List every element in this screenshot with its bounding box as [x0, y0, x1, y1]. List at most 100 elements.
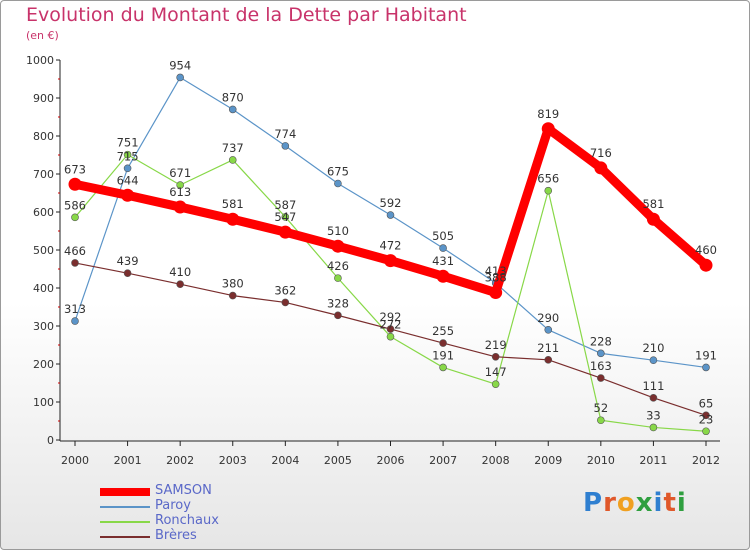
data-point-br-res — [123, 269, 132, 277]
data-point-ronchaux — [649, 423, 658, 432]
data-point-paroy — [439, 244, 447, 252]
data-point-samson — [278, 225, 292, 239]
data-point-paroy — [176, 73, 184, 82]
data-label-br-res: 219 — [485, 338, 507, 352]
data-label-samson: 673 — [64, 162, 86, 176]
data-label-ronchaux: 751 — [117, 136, 139, 150]
data-point-samson — [173, 200, 187, 214]
logo-letter: t — [663, 488, 677, 518]
data-label-paroy: 191 — [695, 348, 717, 362]
data-point-br-res — [386, 325, 395, 333]
data-label-samson: 819 — [537, 107, 559, 121]
legend-swatch-ronchaux — [100, 521, 150, 523]
data-label-samson: 431 — [432, 254, 454, 268]
data-label-paroy: 774 — [274, 127, 296, 141]
proxiti-logo: Proxiti — [583, 488, 687, 518]
data-point-samson — [121, 188, 135, 202]
logo-letter: P — [583, 488, 604, 518]
data-label-samson: 472 — [380, 239, 402, 253]
data-label-ronchaux: 147 — [485, 365, 507, 379]
data-point-br-res — [702, 411, 710, 420]
data-label-samson: 547 — [274, 210, 296, 224]
data-point-paroy — [123, 164, 132, 173]
data-point-ronchaux — [386, 332, 395, 341]
data-label-samson: 716 — [590, 146, 612, 160]
data-label-br-res: 111 — [642, 379, 664, 393]
data-point-samson — [489, 286, 503, 300]
data-point-ronchaux — [544, 186, 553, 195]
data-label-ronchaux: 426 — [327, 259, 349, 273]
data-point-ronchaux — [702, 427, 710, 436]
data-label-samson: 460 — [695, 243, 717, 257]
data-point-br-res — [649, 394, 658, 402]
y-tick-label: 800 — [33, 130, 54, 143]
data-label-br-res: 466 — [64, 244, 86, 258]
data-point-ronchaux — [123, 150, 132, 159]
data-label-samson: 581 — [642, 197, 664, 211]
data-point-samson — [68, 177, 82, 191]
logo-letter: i — [653, 488, 664, 518]
chart-title: Evolution du Montant de la Dette par Hab… — [26, 4, 467, 26]
data-label-paroy: 592 — [380, 196, 402, 210]
data-label-paroy: 413 — [485, 264, 507, 278]
data-point-ronchaux — [281, 213, 290, 221]
x-tick-label: 2010 — [587, 454, 615, 467]
data-point-br-res — [281, 298, 290, 307]
data-point-paroy — [544, 325, 553, 334]
data-label-ronchaux: 671 — [169, 166, 191, 180]
data-label-br-res: 410 — [169, 265, 191, 279]
data-label-paroy: 505 — [432, 229, 454, 243]
x-tick-label: 2003 — [219, 454, 247, 467]
logo-letter: o — [616, 488, 636, 518]
data-label-br-res: 163 — [590, 359, 612, 373]
data-label-br-res: 211 — [537, 341, 559, 355]
logo-letter: i — [676, 488, 687, 518]
data-label-paroy: 675 — [327, 165, 349, 179]
data-label-paroy: 228 — [590, 334, 612, 348]
data-label-ronchaux: 23 — [699, 412, 714, 426]
data-label-ronchaux: 33 — [646, 408, 661, 422]
x-tick-label: 2011 — [639, 454, 667, 467]
data-point-br-res — [597, 374, 605, 382]
data-label-br-res: 65 — [699, 396, 714, 410]
data-label-samson: 510 — [327, 224, 349, 238]
data-point-samson — [594, 161, 608, 175]
x-tick-label: 2006 — [377, 454, 405, 467]
y-tick-label: 600 — [33, 206, 54, 219]
data-label-br-res: 255 — [432, 324, 454, 338]
legend-swatch-br-res — [100, 536, 150, 538]
data-label-samson: 613 — [169, 185, 191, 199]
legend-swatch-paroy — [100, 506, 150, 508]
x-tick-label: 2008 — [482, 454, 510, 467]
logo-letter: x — [635, 488, 654, 518]
x-tick-label: 2004 — [271, 454, 299, 467]
y-tick-label: 1000 — [26, 54, 54, 67]
y-tick-label: 300 — [33, 320, 54, 333]
data-point-ronchaux — [597, 416, 605, 425]
data-label-paroy: 290 — [537, 311, 559, 325]
x-tick-label: 2007 — [429, 454, 457, 467]
data-point-paroy — [228, 105, 237, 114]
data-label-ronchaux: 191 — [432, 348, 454, 362]
data-point-br-res — [228, 291, 237, 300]
data-point-paroy — [649, 356, 658, 365]
x-tick-label: 2009 — [534, 454, 562, 467]
data-point-br-res — [334, 311, 342, 320]
data-point-br-res — [491, 352, 500, 361]
chart-subtitle: (en €) — [26, 29, 59, 42]
y-tick-label: 400 — [33, 282, 54, 295]
data-point-paroy — [702, 363, 710, 372]
data-point-samson — [384, 254, 397, 268]
y-tick-label: 200 — [33, 358, 54, 371]
legend-label-samson: SAMSON — [155, 483, 212, 498]
x-tick-label: 2012 — [692, 454, 720, 467]
data-point-samson — [436, 269, 450, 283]
data-label-samson: 388 — [485, 271, 507, 285]
legend-swatch-samson — [100, 488, 150, 496]
data-point-ronchaux — [176, 181, 184, 189]
data-label-ronchaux: 587 — [274, 198, 296, 212]
data-label-paroy: 870 — [222, 90, 244, 104]
data-label-paroy: 954 — [169, 58, 191, 72]
data-point-samson — [331, 239, 345, 253]
